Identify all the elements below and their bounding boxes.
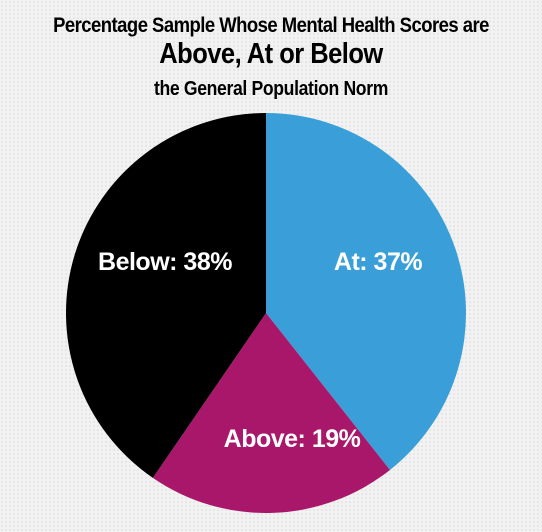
pie-slice-below xyxy=(65,113,266,478)
pie-slice-at xyxy=(266,113,467,470)
pie-slice-above xyxy=(152,313,390,514)
slice-label-below: Below: 38% xyxy=(98,248,232,276)
slice-label-above: Above: 19% xyxy=(224,425,361,453)
chart-title-line-1: Percentage Sample Whose Mental Health Sc… xyxy=(53,14,489,37)
slice-label-at: At: 37% xyxy=(334,248,422,276)
chart-title-line-2: Above, At or Below xyxy=(159,38,383,70)
chart-title-line-3: the General Population Norm xyxy=(154,78,388,100)
